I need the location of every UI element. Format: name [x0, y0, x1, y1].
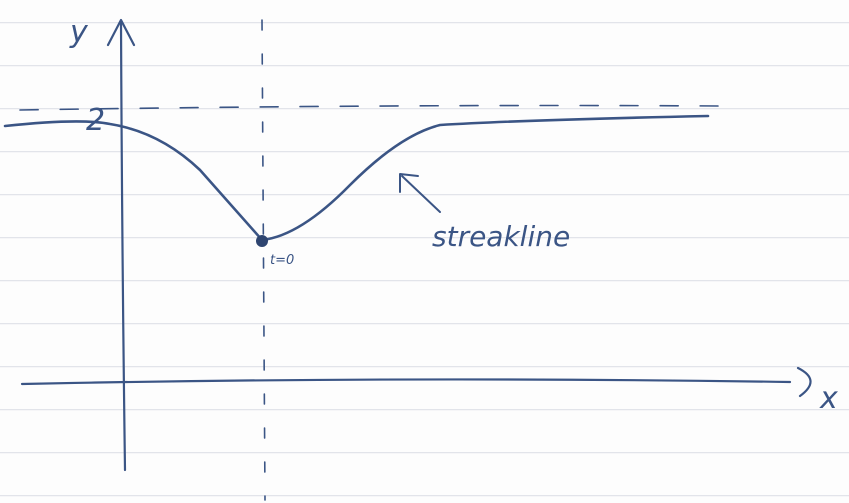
page: y x 2 t=0 streakline (() => { const data… [0, 0, 849, 503]
paper-rules [0, 0, 849, 503]
curve-label: streakline [432, 220, 570, 253]
x-label: x [819, 381, 838, 416]
y-label: y [69, 15, 89, 50]
particle-dot [256, 235, 268, 247]
level-label: 2 [86, 103, 105, 138]
time-label: t=0 [270, 253, 294, 268]
sketch: y x 2 t=0 streakline [0, 0, 849, 503]
